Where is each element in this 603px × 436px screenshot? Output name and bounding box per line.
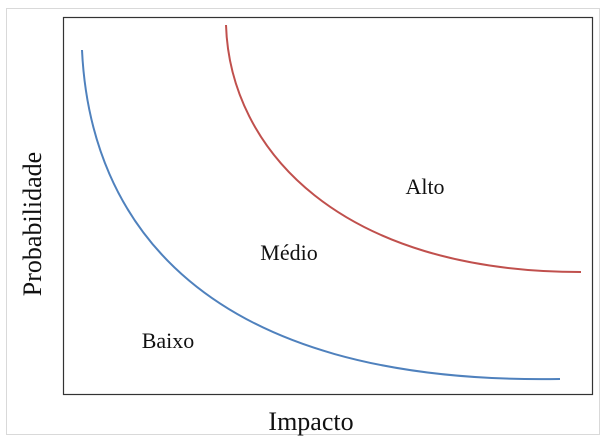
low-medium-boundary-curve	[81, 49, 561, 381]
region-label-high: Alto	[405, 174, 444, 199]
x-axis-title: Impacto	[268, 407, 353, 436]
plot-frame	[62, 16, 594, 396]
region-label-low: Baixo	[142, 328, 195, 353]
outer-border	[6, 8, 600, 435]
region-label-medium: Médio	[260, 240, 317, 265]
medium-high-boundary-curve	[225, 24, 582, 273]
y-axis-title: Probabilidade	[18, 152, 47, 296]
